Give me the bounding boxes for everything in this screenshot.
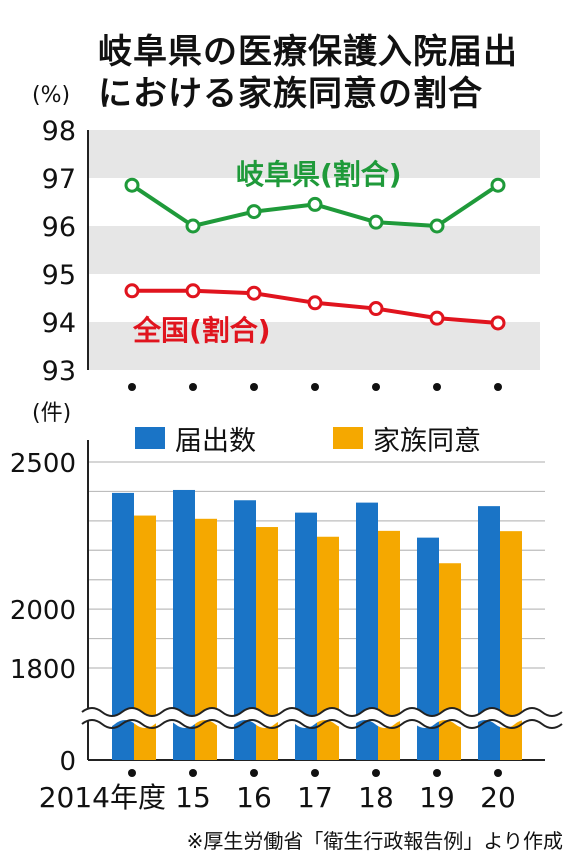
line-y-tick-label: 96	[42, 212, 76, 243]
x-marker-dot	[494, 769, 502, 777]
line-y-tick-label: 95	[42, 260, 76, 291]
axis-break-band	[75, 708, 562, 728]
legend-label-consent: 家族同意	[373, 426, 481, 457]
bar-filed	[417, 537, 439, 760]
x-marker-dot	[433, 383, 441, 391]
bar-filed	[234, 500, 256, 760]
grid-band	[88, 322, 540, 370]
bar-filed	[356, 502, 378, 760]
line-y-tick-label: 93	[42, 356, 76, 387]
bar-consent	[439, 563, 461, 760]
x-marker-dot	[128, 769, 136, 777]
line-point	[429, 218, 445, 234]
chart-title-line2: における家族同意の割合	[98, 74, 483, 114]
x-marker-dot	[372, 383, 380, 391]
bar-filed	[112, 492, 134, 760]
legend-swatch-filed	[135, 427, 165, 449]
x-tick-label: 19	[419, 781, 455, 814]
legend-swatch-consent	[333, 427, 363, 449]
x-marker-dot	[250, 769, 258, 777]
x-marker-dot	[250, 383, 258, 391]
line-point	[429, 310, 445, 326]
line-point	[307, 196, 323, 212]
x-marker-dot	[311, 769, 319, 777]
line-point	[185, 283, 201, 299]
x-tick-label: 18	[358, 781, 394, 814]
bar-y-tick-label: 2000	[10, 596, 76, 626]
x-marker-dot	[311, 383, 319, 391]
grid-band	[88, 130, 540, 178]
line-point	[490, 177, 506, 193]
bar-filed	[295, 512, 317, 760]
bar-filed	[173, 489, 195, 760]
x-tick-label: 15	[175, 781, 211, 814]
bar-unit-label: (件)	[32, 401, 71, 426]
x-marker-dot	[433, 769, 441, 777]
x-tick-label: 20	[480, 781, 516, 814]
bar-y-tick-label: 1800	[10, 655, 76, 685]
line-point	[368, 214, 384, 230]
line-series-label-national: 全国(割合)	[132, 314, 271, 347]
line-y-tick-label: 98	[42, 116, 76, 147]
line-y-tick-label: 97	[42, 164, 76, 195]
x-tick-label: 16	[236, 781, 272, 814]
line-point	[246, 204, 262, 220]
axis-break-line	[81, 707, 563, 717]
bar-filed	[478, 506, 500, 760]
grid-band	[88, 226, 540, 274]
line-y-tick-label: 94	[42, 308, 76, 339]
bar-consent	[500, 531, 522, 760]
bar-consent	[134, 515, 156, 760]
line-point	[124, 283, 140, 299]
line-point	[368, 301, 384, 317]
x-marker-dot	[494, 383, 502, 391]
bar-consent	[256, 527, 278, 760]
line-point	[246, 285, 262, 301]
line-point	[307, 295, 323, 311]
x-marker-dot	[128, 383, 136, 391]
x-tick-label: 17	[297, 781, 333, 814]
line-point	[490, 315, 506, 331]
line-point	[185, 218, 201, 234]
chart-title-line1: 岐阜県の医療保護入院届出	[98, 32, 518, 72]
x-marker-dot	[189, 769, 197, 777]
bar-y-tick-label: 0	[59, 747, 76, 777]
bar-consent	[195, 518, 217, 760]
bar-consent	[378, 530, 400, 760]
x-tick-label: 2014年度	[39, 781, 166, 814]
source-note: ※厚生労働省「衛生行政報告例」より作成	[186, 829, 563, 853]
legend-label-filed: 届出数	[175, 426, 256, 457]
x-marker-dot	[372, 769, 380, 777]
line-point	[124, 177, 140, 193]
bar-y-tick-label: 2500	[10, 449, 76, 479]
line-series-label-gifu: 岐阜県(割合)	[236, 158, 402, 191]
line-unit-label: (%)	[32, 83, 70, 108]
axis-break-line	[81, 719, 563, 729]
x-marker-dot	[189, 383, 197, 391]
bar-consent	[317, 536, 339, 760]
